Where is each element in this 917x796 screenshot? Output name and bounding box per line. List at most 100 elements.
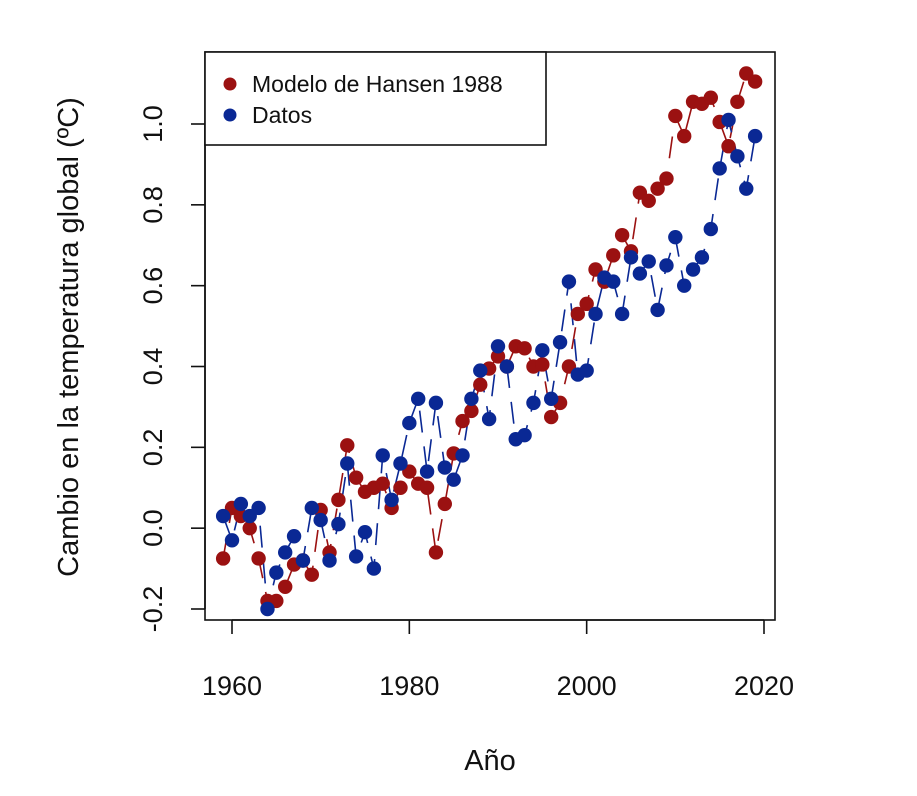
point-hansen — [437, 496, 452, 512]
point-datos — [517, 428, 532, 443]
point-datos — [650, 302, 665, 318]
x-tick-label: 2020 — [734, 671, 794, 701]
point-datos — [739, 181, 754, 196]
y-tick-label: 0.4 — [138, 348, 168, 386]
point-datos — [552, 335, 568, 350]
point-datos — [544, 391, 559, 407]
point-hansen — [650, 181, 665, 196]
point-datos — [286, 529, 302, 544]
legend-label-datos: Datos — [252, 102, 312, 128]
point-datos — [384, 492, 399, 508]
point-hansen — [251, 551, 266, 566]
legend-box — [204, 51, 547, 146]
point-hansen — [517, 341, 532, 356]
point-hansen — [570, 306, 585, 322]
point-hansen — [304, 567, 319, 582]
point-datos — [659, 258, 674, 273]
x-tick-label: 1980 — [379, 671, 439, 701]
point-datos — [632, 266, 648, 281]
point-hansen — [278, 579, 293, 594]
point-datos — [411, 391, 426, 407]
point-datos — [490, 339, 506, 354]
point-datos — [668, 229, 683, 245]
point-datos — [588, 306, 603, 322]
point-datos — [694, 250, 710, 265]
y-tick-label: 1.0 — [138, 105, 168, 143]
point-hansen — [473, 377, 488, 392]
point-datos — [340, 456, 355, 471]
point-datos — [295, 553, 311, 568]
x-axis: 1960 1980 2000 2020 — [202, 619, 794, 701]
series-line-hansen — [222, 72, 756, 602]
point-datos — [278, 545, 293, 560]
point-datos — [535, 343, 550, 358]
legend-marker-hansen — [223, 77, 237, 91]
point-hansen — [544, 409, 559, 425]
point-datos — [313, 512, 328, 528]
point-datos — [215, 508, 231, 524]
point-hansen — [606, 248, 621, 263]
point-datos — [375, 448, 390, 463]
point-hansen — [579, 296, 594, 312]
y-tick-label: 0.6 — [138, 267, 168, 305]
point-datos — [614, 306, 630, 322]
point-datos — [481, 411, 497, 427]
point-hansen — [242, 520, 257, 536]
point-hansen — [535, 357, 550, 372]
point-datos — [357, 525, 373, 540]
point-hansen — [703, 90, 718, 105]
point-datos — [233, 496, 249, 512]
point-datos — [623, 250, 639, 265]
point-hansen — [215, 551, 231, 566]
point-datos — [561, 274, 577, 289]
point-datos — [526, 395, 541, 411]
point-datos — [747, 128, 763, 144]
legend-label-hansen: Modelo de Hansen 1988 — [252, 71, 503, 97]
point-hansen — [677, 128, 692, 144]
point-datos — [579, 363, 594, 378]
legend: Modelo de Hansen 1988 Datos — [204, 51, 547, 146]
point-datos — [730, 149, 745, 164]
point-hansen — [747, 74, 763, 89]
point-datos — [260, 601, 275, 617]
point-hansen — [428, 545, 444, 560]
point-datos — [419, 464, 435, 479]
x-axis-title: Año — [464, 745, 516, 777]
y-tick-label: 0.0 — [138, 509, 168, 547]
point-datos — [606, 274, 621, 289]
point-datos — [393, 456, 408, 471]
point-datos — [402, 415, 417, 431]
point-datos — [224, 533, 240, 548]
point-hansen — [641, 193, 656, 208]
point-datos — [331, 516, 346, 532]
y-tick-label: -0.2 — [138, 586, 168, 633]
point-datos — [269, 565, 284, 580]
point-hansen — [614, 227, 630, 243]
point-datos — [446, 472, 461, 487]
point-hansen — [375, 476, 390, 491]
point-datos — [428, 395, 444, 411]
point-hansen — [455, 413, 470, 429]
point-hansen — [730, 94, 745, 109]
series-layer — [215, 66, 763, 617]
point-hansen — [721, 139, 736, 154]
point-hansen — [348, 470, 364, 485]
point-datos — [464, 391, 479, 407]
point-datos — [712, 161, 727, 176]
y-tick-label: 0.8 — [138, 186, 168, 224]
point-datos — [322, 553, 337, 568]
point-datos — [703, 221, 718, 237]
point-hansen — [340, 438, 355, 453]
y-tick-label: 0.2 — [138, 429, 168, 467]
point-datos — [251, 500, 266, 516]
point-datos — [304, 500, 319, 516]
point-hansen — [393, 480, 408, 495]
point-datos — [366, 561, 382, 576]
point-hansen — [668, 108, 683, 124]
point-datos — [348, 549, 364, 564]
point-datos — [677, 278, 692, 293]
point-hansen — [464, 403, 479, 419]
point-datos — [499, 359, 515, 374]
point-datos — [685, 262, 701, 277]
